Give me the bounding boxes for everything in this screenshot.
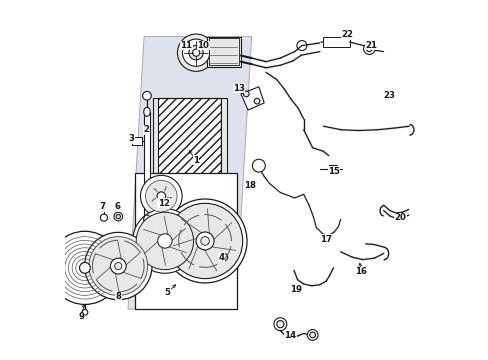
Circle shape [116, 215, 120, 219]
Circle shape [366, 46, 371, 51]
Circle shape [254, 98, 260, 104]
Text: 19: 19 [290, 285, 302, 294]
Text: 15: 15 [327, 167, 339, 176]
Text: 11: 11 [180, 41, 192, 50]
Circle shape [84, 232, 152, 300]
Circle shape [201, 237, 209, 245]
Text: 17: 17 [320, 235, 332, 244]
Bar [153, 98, 158, 297]
Circle shape [163, 199, 246, 283]
Text: 7: 7 [100, 202, 106, 211]
Text: 5: 5 [164, 288, 170, 297]
Bar [328, 165, 336, 172]
Text: 12: 12 [158, 199, 169, 208]
Text: 10: 10 [197, 41, 209, 50]
Circle shape [276, 320, 284, 328]
Circle shape [306, 329, 317, 340]
Circle shape [363, 43, 374, 54]
Circle shape [177, 34, 214, 71]
Circle shape [220, 253, 227, 261]
Bar [206, 37, 241, 67]
Circle shape [296, 41, 306, 50]
Polygon shape [135, 173, 237, 309]
Circle shape [142, 91, 151, 100]
Text: 8: 8 [115, 292, 121, 301]
Text: 16: 16 [354, 267, 366, 276]
Circle shape [157, 192, 165, 201]
Circle shape [182, 39, 209, 66]
Circle shape [89, 237, 147, 296]
Polygon shape [128, 37, 251, 309]
Circle shape [273, 318, 286, 330]
Circle shape [114, 212, 122, 221]
Circle shape [252, 159, 265, 172]
Circle shape [115, 262, 122, 270]
Bar [131, 137, 142, 145]
Circle shape [82, 310, 88, 315]
Circle shape [196, 232, 214, 250]
Circle shape [309, 332, 315, 338]
Text: 23: 23 [383, 91, 395, 100]
Text: 1: 1 [193, 156, 199, 165]
Ellipse shape [143, 107, 150, 116]
Text: 14: 14 [284, 332, 296, 341]
Text: 22: 22 [341, 30, 353, 39]
Text: 6: 6 [114, 202, 120, 211]
Text: 4: 4 [218, 253, 224, 262]
Circle shape [100, 214, 107, 221]
Circle shape [48, 231, 121, 305]
Circle shape [140, 175, 182, 217]
Circle shape [167, 203, 242, 279]
Circle shape [80, 262, 90, 273]
Text: 2: 2 [142, 125, 148, 134]
Polygon shape [241, 87, 264, 110]
Circle shape [217, 251, 230, 264]
Bar [131, 137, 142, 145]
Circle shape [136, 212, 193, 270]
Circle shape [243, 91, 249, 97]
Circle shape [110, 258, 126, 274]
Text: 9: 9 [78, 312, 84, 321]
Bar [221, 98, 226, 297]
Circle shape [188, 45, 203, 60]
Circle shape [158, 234, 172, 248]
Bar [143, 112, 150, 220]
Text: 3: 3 [128, 134, 134, 143]
Text: 21: 21 [365, 41, 377, 50]
Text: 18: 18 [244, 181, 255, 190]
Bar [208, 39, 239, 65]
Polygon shape [156, 98, 221, 297]
Text: 13: 13 [233, 84, 244, 93]
Circle shape [132, 209, 197, 273]
Circle shape [145, 180, 177, 212]
Bar [322, 37, 349, 47]
Text: 20: 20 [394, 213, 406, 222]
Circle shape [192, 49, 199, 56]
Ellipse shape [143, 215, 150, 224]
